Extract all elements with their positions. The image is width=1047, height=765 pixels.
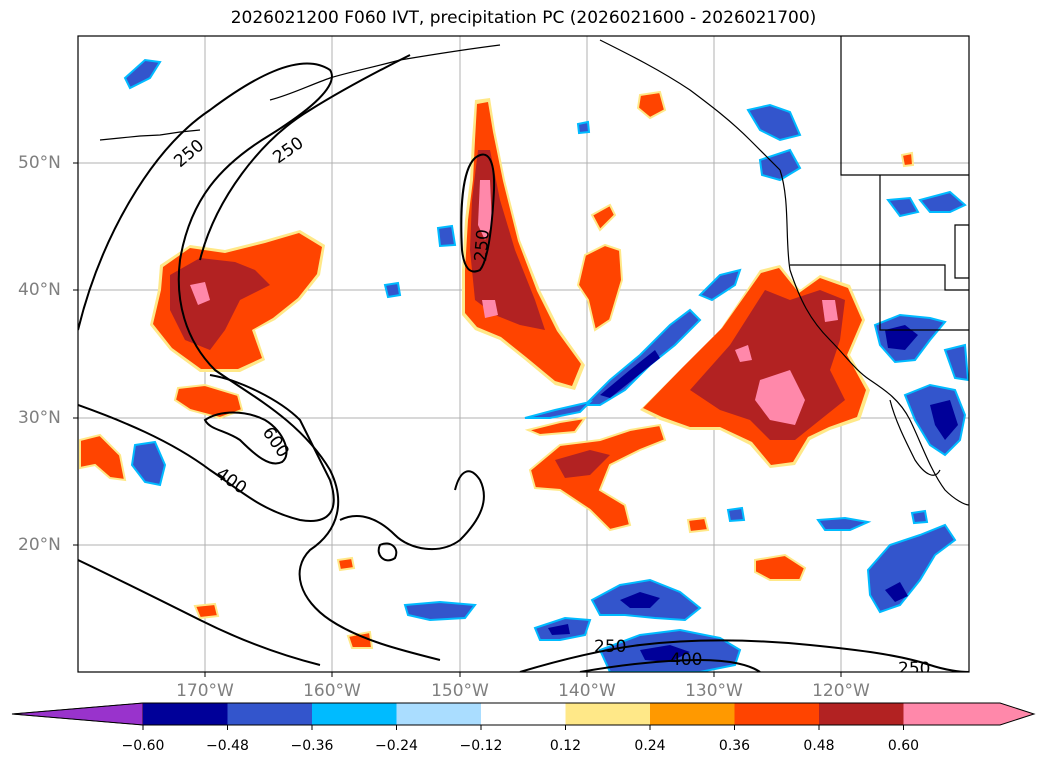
map-frame [77, 35, 970, 673]
lon-label: 140°W [558, 681, 616, 701]
lon-label: 170°W [176, 681, 234, 701]
precip-negative-blobs [123, 58, 969, 672]
contour-label: 400 [670, 650, 702, 670]
map-title: 2026021200 F060 IVT, precipitation PC (2… [230, 8, 817, 28]
colorbar-tick-label: 0.24 [634, 738, 666, 754]
contour-label: 250 [898, 659, 930, 679]
precip-positive-blobs [79, 90, 915, 649]
coastlines [99, 36, 969, 506]
colorbar-swatch [312, 703, 397, 725]
colorbar-tick-label: 0.60 [887, 738, 920, 754]
colorbar-swatch [227, 703, 312, 725]
colorbar-tick-label: 0.48 [803, 738, 835, 754]
lat-label: 50°N [18, 153, 61, 173]
contour-label: 250 [471, 228, 494, 262]
lat-label: 30°N [18, 408, 61, 428]
contour-label: 250 [594, 637, 626, 657]
lon-label: 130°W [685, 681, 743, 701]
ivt-contours [78, 54, 969, 672]
colorbar-tick-label: 0.36 [718, 738, 751, 754]
lon-label: 120°W [812, 681, 870, 701]
lon-label: 150°W [431, 681, 489, 701]
colorbar-swatch [565, 703, 650, 725]
map-content: 250 250 250 600 400 250 400 250 [78, 36, 969, 679]
colorbar [11, 702, 1036, 730]
tick-marks [73, 162, 842, 677]
colorbar-tick-label: 0.12 [549, 738, 582, 754]
lat-label: 20°N [18, 535, 61, 555]
colorbar-tick-label: −0.36 [290, 738, 334, 754]
lon-label: 160°W [303, 681, 361, 701]
colorbar-swatch [143, 703, 228, 725]
lat-label: 40°N [18, 280, 61, 300]
colorbar-swatch [481, 703, 566, 725]
colorbar-swatch [734, 703, 819, 725]
colorbar-tick-label: −0.48 [206, 738, 249, 754]
colorbar-tick-label: −0.60 [121, 738, 165, 754]
colorbar-swatch [819, 703, 904, 725]
colorbar-tick-label: −0.12 [459, 738, 503, 754]
colorbar-swatch [903, 703, 1034, 725]
colorbar-extend-left [11, 702, 144, 726]
colorbar-tick-label: −0.24 [375, 738, 418, 754]
colorbar-swatch [650, 703, 735, 725]
colorbar-swatch [396, 703, 481, 725]
